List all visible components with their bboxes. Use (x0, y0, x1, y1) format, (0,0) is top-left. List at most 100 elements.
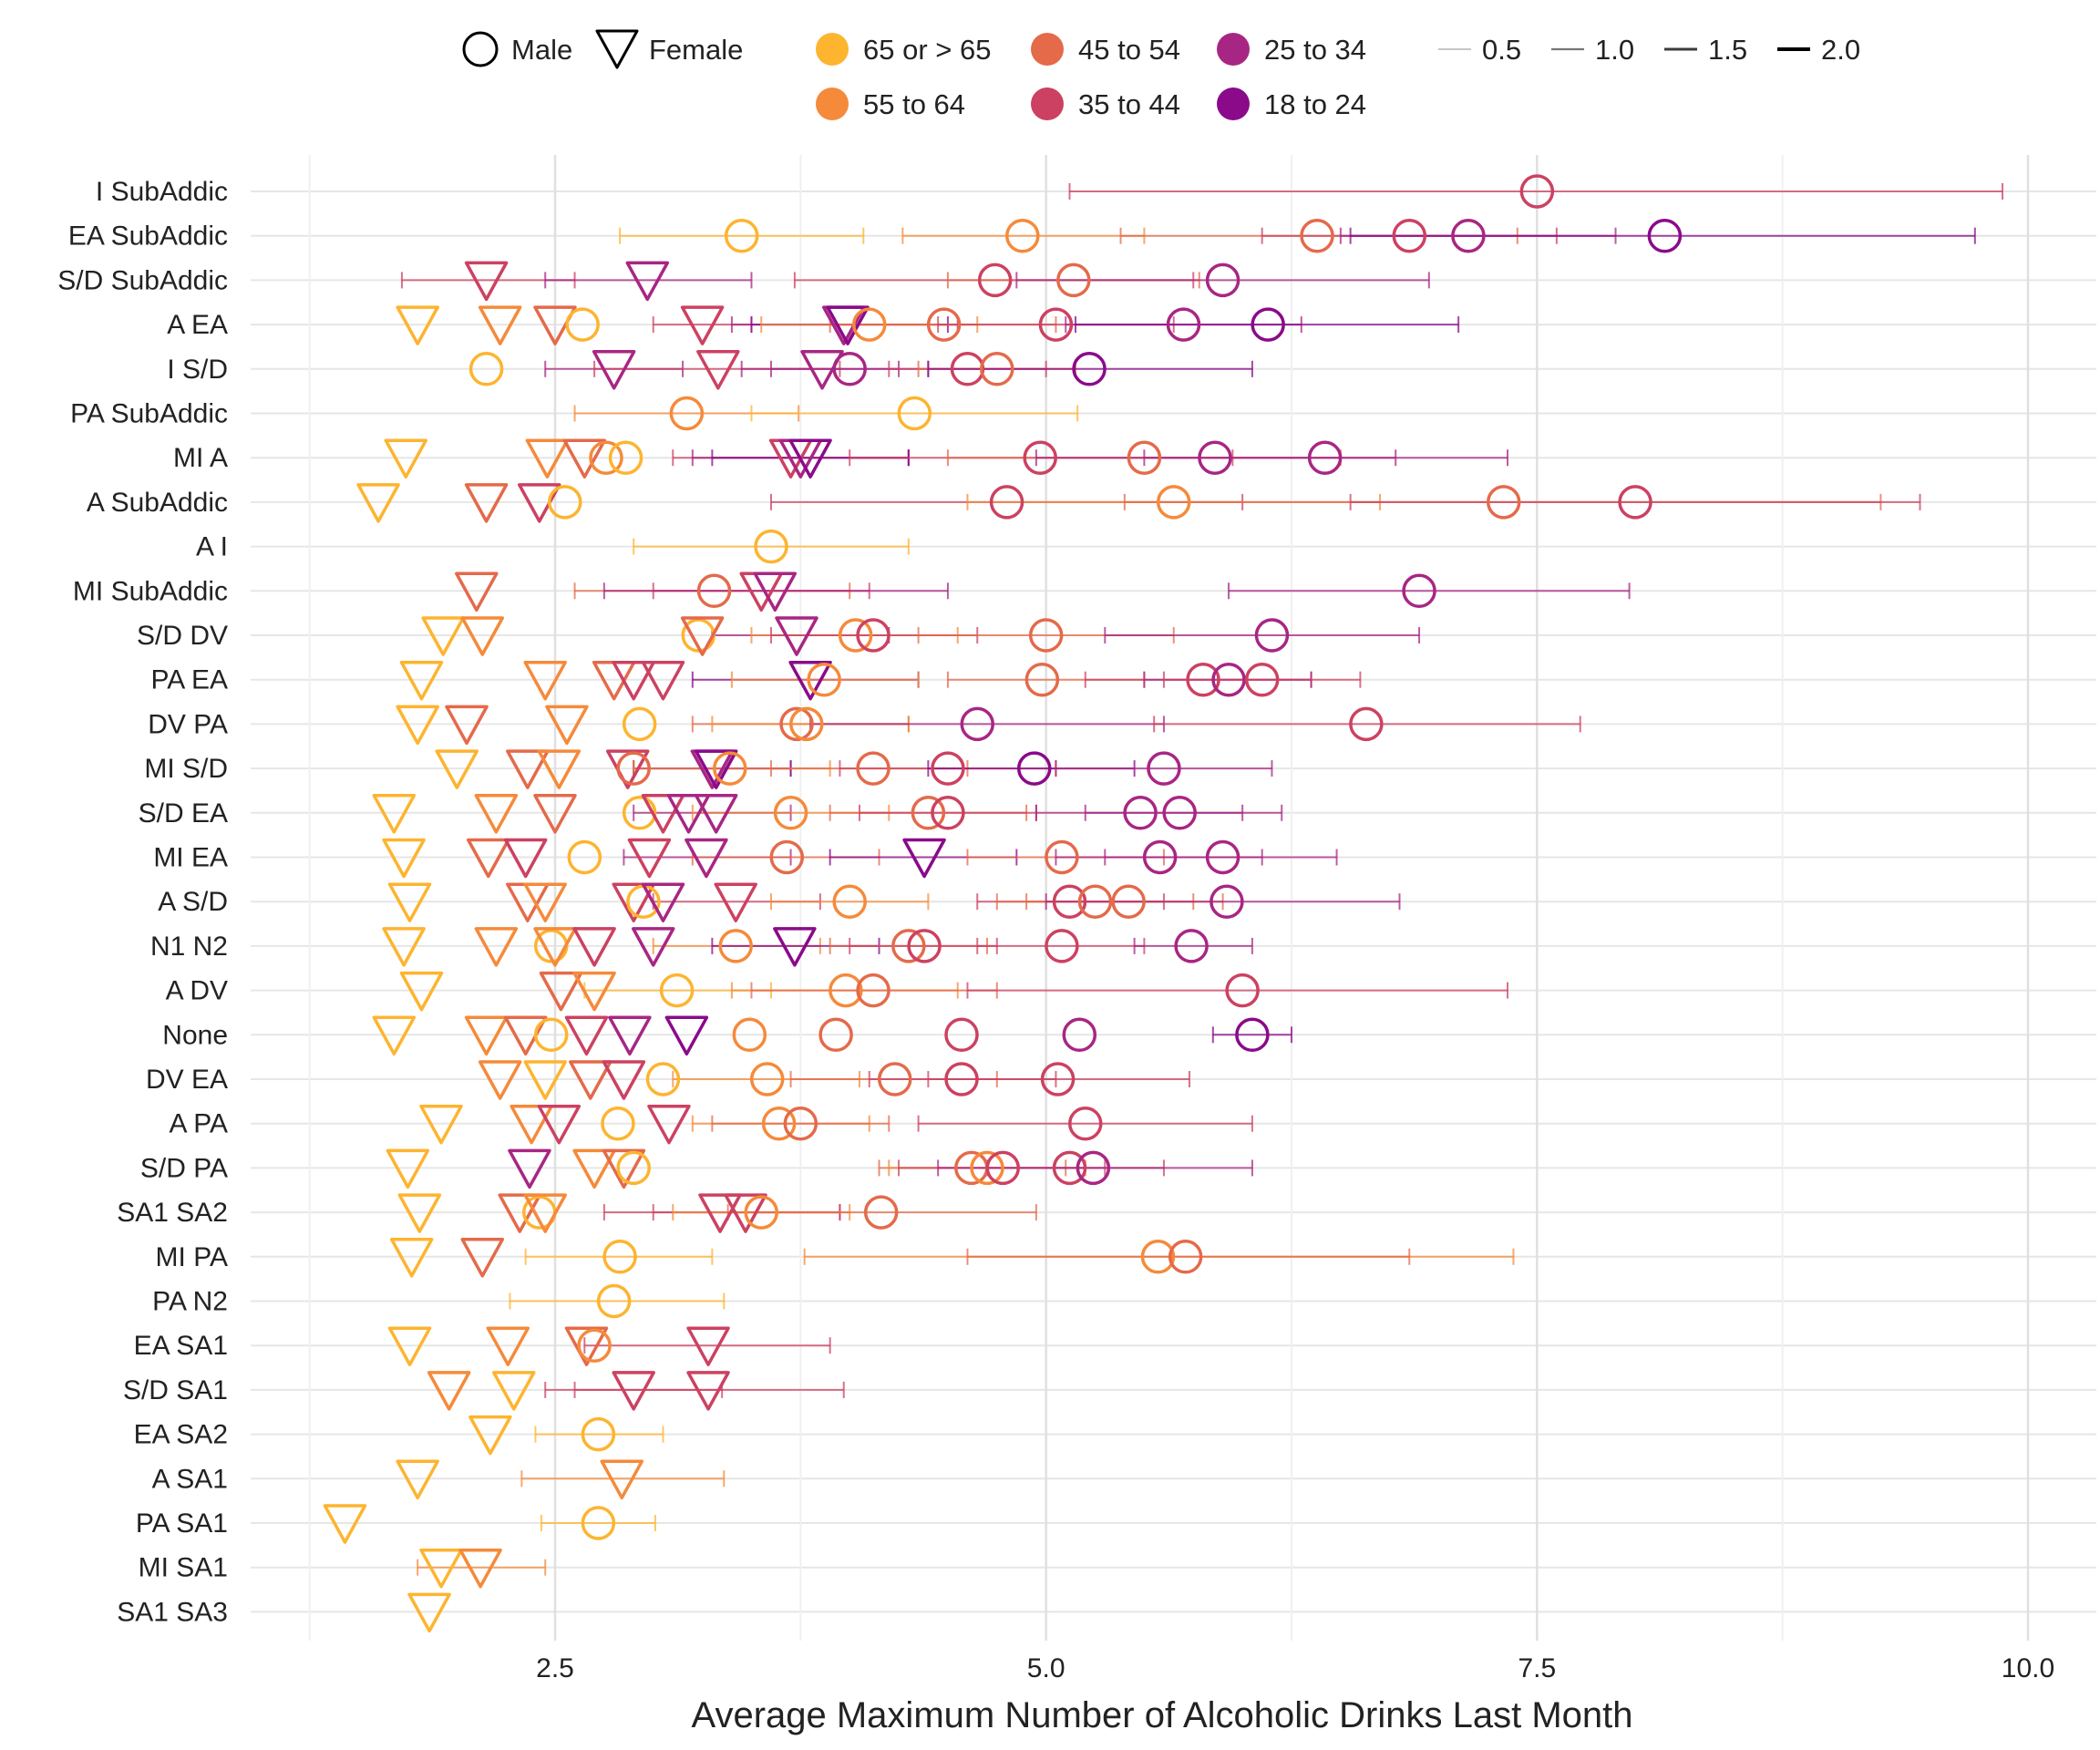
male-point (622, 706, 657, 742)
female-point (387, 882, 432, 922)
male-point (1023, 440, 1057, 475)
male-point (718, 929, 753, 963)
legend-age-swatch (1217, 33, 1250, 66)
female-point (396, 305, 439, 345)
female-point (474, 927, 519, 967)
male-point (944, 1017, 979, 1053)
male-point (744, 1195, 778, 1230)
error-bars (400, 183, 2003, 1576)
male-point (608, 440, 643, 475)
male-point (1162, 796, 1197, 830)
male-point (911, 796, 946, 830)
male-point (1168, 1240, 1203, 1274)
male-point (1140, 1240, 1176, 1274)
y-tick-label: PA EA (151, 665, 229, 695)
female-point (478, 305, 522, 345)
male-point (1123, 796, 1158, 830)
male-point (1156, 485, 1191, 520)
female-point (498, 1193, 541, 1233)
female-point (492, 1371, 536, 1411)
female-point (564, 1015, 609, 1056)
male-point (863, 1195, 899, 1230)
male-point (931, 751, 965, 786)
female-point (399, 971, 444, 1012)
female-point (685, 838, 728, 879)
y-tick-label: DV PA (148, 709, 228, 739)
legend-age-label: 65 or > 65 (863, 34, 991, 66)
male-point (783, 1106, 818, 1141)
male-point (1111, 884, 1146, 919)
male-point (1016, 751, 1052, 786)
male-point (1618, 485, 1652, 520)
female-point (775, 616, 818, 656)
male-point (1174, 929, 1209, 963)
legend-female-label: Female (649, 34, 743, 66)
legend-age-label: 35 to 44 (1078, 88, 1180, 120)
male-point (548, 485, 582, 520)
female-point (724, 1193, 767, 1233)
male-point (977, 262, 1013, 298)
female-point (694, 749, 738, 789)
female-point (506, 749, 550, 789)
female-point (902, 838, 946, 879)
male-point (944, 1062, 979, 1096)
female-point (372, 794, 417, 834)
female-point (458, 1548, 502, 1589)
y-tick-label: S/D DV (137, 621, 228, 651)
y-tick-label: S/D SubAddic (57, 265, 228, 295)
male-point (1038, 307, 1074, 342)
female-point (694, 794, 738, 834)
y-tick-label: S/D PA (140, 1153, 228, 1183)
male-point (838, 618, 873, 653)
male-point (856, 751, 890, 786)
female-point (396, 1459, 439, 1500)
x-axis-tick-labels: 2.5 5.0 7.5 10.0 (536, 1653, 2054, 1683)
female-point (545, 705, 589, 746)
female-point (460, 616, 505, 656)
male-point (1519, 174, 1555, 209)
female-point (602, 1148, 646, 1189)
y-tick-label: N1 N2 (150, 932, 228, 962)
male-point (713, 751, 747, 786)
male-point (1205, 839, 1240, 875)
female-point (800, 350, 844, 390)
male-point (773, 796, 808, 830)
legend-age-label: 45 to 54 (1078, 34, 1180, 66)
y-tick-label: MI S/D (144, 754, 228, 784)
female-point (625, 261, 670, 302)
male-point (980, 352, 1014, 386)
legend-age-swatch (816, 88, 849, 120)
y-tick-label: A EA (167, 310, 228, 340)
male-point (1211, 662, 1246, 697)
legend-age-swatch (1031, 33, 1064, 66)
female-point (539, 971, 583, 1012)
female-point (419, 1548, 463, 1589)
female-point (696, 350, 740, 390)
female-point (384, 438, 427, 479)
female-point (631, 927, 675, 967)
female-point (533, 305, 577, 345)
female-point (666, 794, 711, 834)
male-point (851, 307, 887, 342)
male-point (878, 1062, 912, 1096)
female-point (753, 571, 798, 612)
male-point (1045, 839, 1079, 875)
female-point (664, 1015, 709, 1056)
male-point (589, 440, 623, 475)
y-tick-label: A I (196, 532, 228, 562)
female-point (572, 927, 616, 967)
female-point (427, 1371, 471, 1411)
male-point (1024, 662, 1060, 697)
male-point (779, 706, 814, 742)
male-point (601, 1106, 635, 1141)
female-point (608, 1015, 652, 1056)
female-point (773, 927, 817, 967)
female-point (641, 660, 685, 701)
grid (251, 155, 2096, 1641)
male-point (1307, 440, 1343, 475)
y-tick-label: S/D SA1 (123, 1375, 228, 1405)
x-tick-label: 7.5 (1518, 1653, 1556, 1683)
female-point (537, 1104, 582, 1145)
male-point (1205, 262, 1240, 298)
